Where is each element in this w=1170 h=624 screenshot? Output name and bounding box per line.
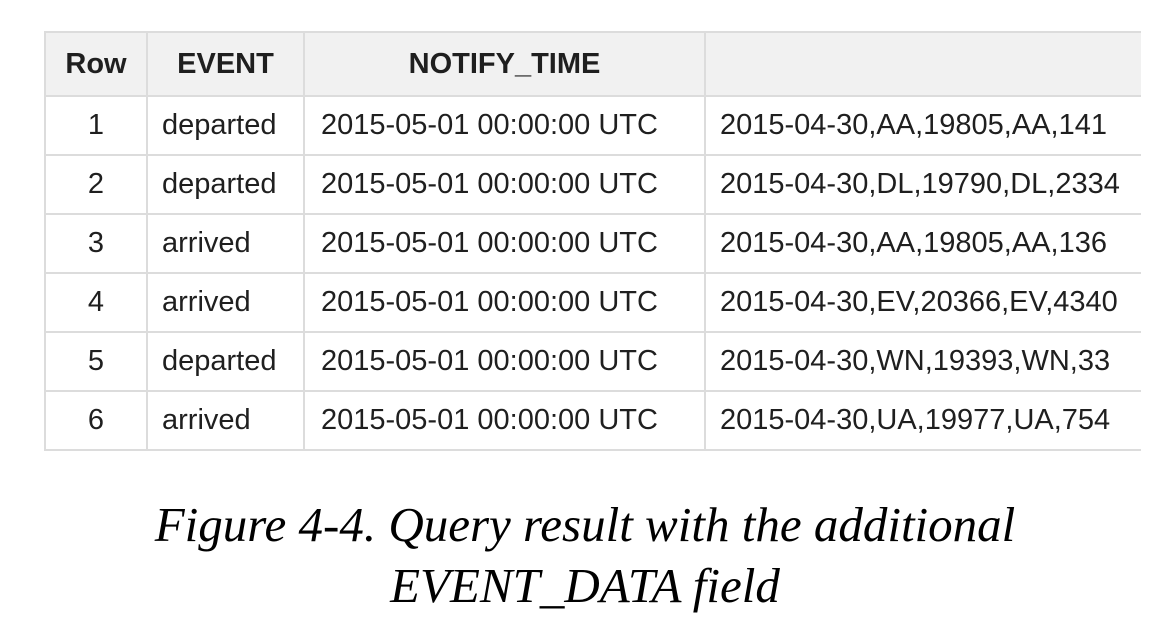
notify-time-cell: 2015-05-01 00:00:00 UTC: [303, 95, 706, 156]
event-cell: arrived: [146, 390, 305, 451]
event-data-cell: 2015-04-30,AA,19805,AA,141: [704, 95, 1141, 156]
query-result-table-container: Row EVENT NOTIFY_TIME 1 departed 2015-05…: [44, 31, 1141, 465]
table-row: 6 arrived 2015-05-01 00:00:00 UTC 2015-0…: [44, 390, 1141, 451]
header-row: Row: [44, 31, 148, 97]
event-data-cell: 2015-04-30,AA,19805,AA,136: [704, 213, 1141, 274]
notify-time-cell: 2015-05-01 00:00:00 UTC: [303, 154, 706, 215]
row-number-cell: 4: [44, 272, 148, 333]
row-number-cell: 2: [44, 154, 148, 215]
event-data-cell: 2015-04-30,WN,19393,WN,33: [704, 331, 1141, 392]
event-cell: arrived: [146, 272, 305, 333]
notify-time-cell: 2015-05-01 00:00:00 UTC: [303, 390, 706, 451]
event-data-cell: 2015-04-30,EV,20366,EV,4340: [704, 272, 1141, 333]
event-data-cell: 2015-04-30,UA,19977,UA,754: [704, 390, 1141, 451]
header-notify-time: NOTIFY_TIME: [303, 31, 706, 97]
table-row: 5 departed 2015-05-01 00:00:00 UTC 2015-…: [44, 331, 1141, 392]
notify-time-cell: 2015-05-01 00:00:00 UTC: [303, 213, 706, 274]
table-row: 1 departed 2015-05-01 00:00:00 UTC 2015-…: [44, 95, 1141, 156]
table-row: 4 arrived 2015-05-01 00:00:00 UTC 2015-0…: [44, 272, 1141, 333]
event-cell: departed: [146, 154, 305, 215]
row-number-cell: 1: [44, 95, 148, 156]
event-cell: arrived: [146, 213, 305, 274]
row-number-cell: 3: [44, 213, 148, 274]
header-event-data: [704, 31, 1141, 97]
table-row: 2 departed 2015-05-01 00:00:00 UTC 2015-…: [44, 154, 1141, 215]
row-number-cell: 6: [44, 390, 148, 451]
event-cell: departed: [146, 331, 305, 392]
row-number-cell: 5: [44, 331, 148, 392]
caption-line-1: Figure 4-4. Query result with the additi…: [154, 497, 1016, 552]
notify-time-cell: 2015-05-01 00:00:00 UTC: [303, 272, 706, 333]
event-data-cell: 2015-04-30,DL,19790,DL,2334: [704, 154, 1141, 215]
event-cell: departed: [146, 95, 305, 156]
table-row: 3 arrived 2015-05-01 00:00:00 UTC 2015-0…: [44, 213, 1141, 274]
figure-caption: Figure 4-4. Query result with the additi…: [0, 494, 1170, 616]
caption-line-2: EVENT_DATA field: [390, 558, 780, 613]
query-result-table: Row EVENT NOTIFY_TIME 1 departed 2015-05…: [44, 31, 1141, 451]
header-event: EVENT: [146, 31, 305, 97]
notify-time-cell: 2015-05-01 00:00:00 UTC: [303, 331, 706, 392]
table-header-row: Row EVENT NOTIFY_TIME: [44, 31, 1141, 97]
